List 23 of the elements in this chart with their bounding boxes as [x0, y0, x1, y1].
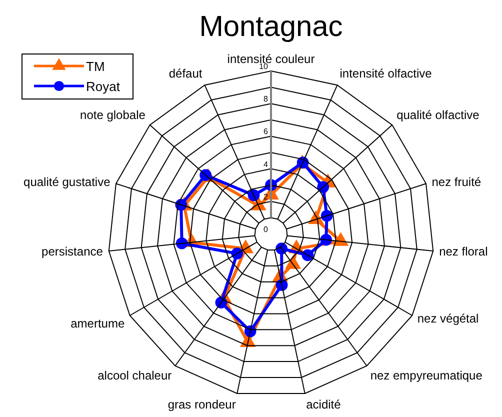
y-tick-label: 6	[264, 127, 269, 136]
spoke-label: alcool chaleur	[98, 368, 172, 383]
spoke-label: qualité gustative	[24, 174, 111, 189]
spoke-label: amertume	[70, 316, 125, 330]
spoke-label: nez fruité	[432, 174, 482, 189]
y-tick-label: 8	[264, 94, 269, 104]
spoke-label: note globale	[80, 108, 146, 122]
y-tick-label: 2	[264, 192, 269, 202]
spoke-label: nez floral	[439, 244, 488, 259]
legend-label: TM	[86, 59, 105, 74]
legend-label: Royat	[86, 79, 120, 94]
y-tick-label: 0	[264, 225, 269, 234]
chart-title: Montagnac	[199, 11, 343, 43]
spoke-label: acidité	[306, 397, 342, 412]
spoke-label: persistance	[42, 244, 104, 259]
spoke-label: intensité olfactive	[340, 66, 432, 81]
spoke-label: défaut	[168, 66, 203, 81]
y-tick-label: 4	[264, 160, 269, 169]
spoke-label: nez végétal	[417, 312, 479, 326]
spoke-label: gras rondeur	[168, 397, 236, 412]
spoke-label: qualité olfactive	[396, 108, 480, 122]
y-tick-label: 10	[259, 62, 269, 71]
spoke-label: nez empyreumatique	[370, 368, 483, 383]
